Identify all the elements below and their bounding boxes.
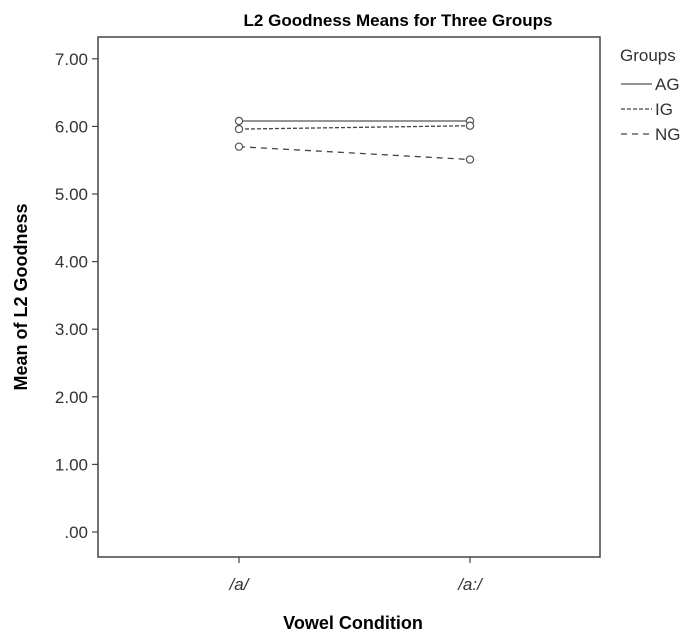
series-point-ig (465, 121, 475, 130)
series-line-ig (238, 125, 471, 130)
y-tick-label: 4.00 (55, 253, 88, 272)
y-tick-label: 5.00 (55, 185, 88, 204)
y-tick-label: 1.00 (55, 455, 88, 474)
x-tick-label: /a/ (229, 575, 251, 594)
legend-label-ag: AG (655, 75, 680, 94)
legend-label-ig: IG (655, 100, 673, 119)
y-tick-label: 2.00 (55, 388, 88, 407)
legend: Groups AG IG NG (620, 46, 681, 144)
series-point-ng (465, 155, 475, 164)
series-point-ig (234, 124, 244, 134)
plot-frame (97, 36, 601, 558)
chart-title: L2 Goodness Means for Three Groups (244, 11, 553, 30)
y-tick-label: 7.00 (55, 50, 88, 69)
legend-label-ng: NG (655, 125, 681, 144)
series-layer (234, 116, 475, 164)
x-axis: /a/ /a:/ (229, 557, 484, 594)
y-tick-label: 3.00 (55, 320, 88, 339)
series-point-ag (234, 116, 244, 126)
series-line-ng (238, 146, 471, 161)
legend-title: Groups (620, 46, 676, 65)
y-tick-label: 6.00 (55, 117, 88, 136)
x-tick-label: /a:/ (457, 575, 484, 594)
x-axis-title: Vowel Condition (283, 613, 423, 633)
y-tick-label: .00 (64, 523, 88, 542)
y-axis: .00 1.00 2.00 3.00 4.00 5.00 6.00 7.00 (55, 50, 98, 542)
y-axis-title: Mean of L2 Goodness (11, 203, 31, 390)
series-point-ng (234, 142, 244, 151)
